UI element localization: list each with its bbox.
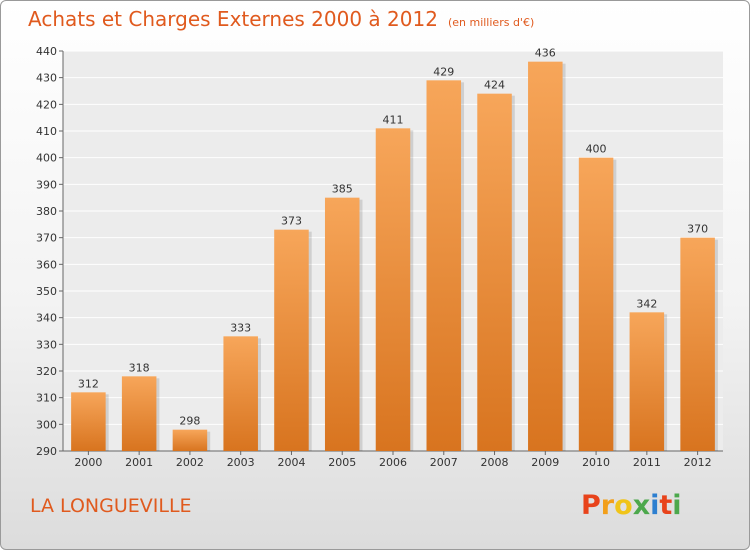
logo-letter: t <box>659 490 673 521</box>
x-tick-label: 2005 <box>328 456 356 469</box>
data-label: 436 <box>535 47 556 60</box>
logo-letter: x <box>632 490 651 521</box>
y-tick-label: 320 <box>36 365 57 378</box>
x-tick-label: 2011 <box>633 456 661 469</box>
y-tick-label: 420 <box>36 98 57 111</box>
y-tick-label: 440 <box>36 45 57 58</box>
x-tick-label: 2000 <box>74 456 102 469</box>
location-label: LA LONGUEVILLE <box>30 495 192 517</box>
y-tick-label: 310 <box>36 392 57 405</box>
x-tick-label: 2007 <box>430 456 458 469</box>
bar <box>375 128 411 451</box>
x-tick-label: 2004 <box>277 456 305 469</box>
logo-letter: r <box>600 490 615 521</box>
y-tick-label: 350 <box>36 285 57 298</box>
x-tick-label: 2003 <box>227 456 255 469</box>
data-label: 429 <box>433 65 454 78</box>
x-tick-label: 2010 <box>582 456 610 469</box>
bar <box>223 336 258 451</box>
data-label: 298 <box>179 415 200 428</box>
data-label: 385 <box>332 183 353 196</box>
chart-title-text: Achats et Charges Externes 2000 à 2012 <box>28 7 438 31</box>
y-tick-label: 290 <box>36 445 57 458</box>
y-tick-label: 430 <box>36 72 57 85</box>
y-tick-label: 410 <box>36 125 57 138</box>
y-tick-label: 380 <box>36 205 57 218</box>
data-label: 411 <box>383 113 404 126</box>
x-tick-label: 2008 <box>481 456 509 469</box>
x-tick-label: 2012 <box>684 456 712 469</box>
bar <box>426 80 462 451</box>
y-tick-label: 330 <box>36 338 57 351</box>
x-tick-label: 2006 <box>379 456 407 469</box>
data-label: 370 <box>687 223 708 236</box>
x-tick-label: 2001 <box>125 456 153 469</box>
bar <box>172 429 208 451</box>
bar <box>121 376 157 451</box>
bar <box>324 197 360 451</box>
logo-letter: i <box>650 490 660 521</box>
data-label: 424 <box>484 79 505 92</box>
data-label: 318 <box>129 361 150 374</box>
data-label: 312 <box>78 377 99 390</box>
data-label: 342 <box>636 297 657 310</box>
y-tick-label: 300 <box>36 418 57 431</box>
proxiti-logo: Proxiti <box>581 490 682 521</box>
logo-letter: i <box>672 490 682 521</box>
bar <box>477 93 512 452</box>
chart-subtitle: (en milliers d'€) <box>447 16 535 29</box>
x-tick-label: 2009 <box>531 456 559 469</box>
bar <box>528 61 563 452</box>
logo-letter: o <box>614 490 633 521</box>
data-label: 333 <box>230 321 251 334</box>
data-label: 373 <box>281 215 302 228</box>
x-tick-label: 2002 <box>176 456 204 469</box>
y-tick-label: 360 <box>36 258 57 271</box>
chart-title: Achats et Charges Externes 2000 à 2012 (e… <box>28 7 534 31</box>
bar <box>629 312 665 451</box>
y-tick-label: 340 <box>36 312 57 325</box>
bar <box>274 229 309 451</box>
y-tick-label: 390 <box>36 178 57 191</box>
data-label: 400 <box>586 143 607 156</box>
y-tick-label: 370 <box>36 232 57 245</box>
bar <box>680 237 715 451</box>
bar <box>578 157 614 451</box>
logo-letter: P <box>581 490 601 521</box>
bar <box>71 392 106 451</box>
y-tick-label: 400 <box>36 152 57 165</box>
